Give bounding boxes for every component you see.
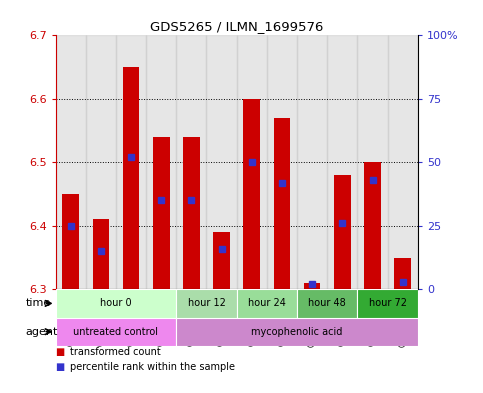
Text: hour 48: hour 48	[308, 298, 346, 309]
Bar	[237, 289, 297, 318]
Bar	[357, 289, 418, 318]
Bar	[176, 289, 237, 318]
Text: time: time	[26, 298, 51, 309]
Bar	[176, 35, 207, 289]
Bar	[123, 67, 139, 289]
Bar	[153, 137, 170, 289]
Bar	[176, 318, 418, 346]
Bar	[334, 175, 351, 289]
Bar	[267, 35, 297, 289]
Bar	[116, 35, 146, 289]
Text: agent: agent	[26, 327, 58, 337]
Bar	[56, 318, 176, 346]
Bar	[243, 99, 260, 289]
Text: mycophenolic acid: mycophenolic acid	[251, 327, 343, 337]
Bar	[56, 289, 176, 318]
Text: untreated control: untreated control	[73, 327, 158, 337]
Text: GDS5265 / ILMN_1699576: GDS5265 / ILMN_1699576	[150, 20, 323, 33]
Bar	[388, 35, 418, 289]
Bar	[395, 257, 411, 289]
Text: ■: ■	[56, 362, 65, 373]
Text: percentile rank within the sample: percentile rank within the sample	[70, 362, 235, 373]
Bar	[297, 35, 327, 289]
Bar	[237, 35, 267, 289]
Bar	[56, 35, 86, 289]
Bar	[213, 232, 230, 289]
Bar	[183, 137, 199, 289]
Bar	[304, 283, 320, 289]
Bar	[364, 162, 381, 289]
Bar	[62, 194, 79, 289]
Bar	[327, 35, 357, 289]
Bar	[274, 118, 290, 289]
Text: hour 72: hour 72	[369, 298, 407, 309]
Text: hour 12: hour 12	[187, 298, 226, 309]
Bar	[357, 35, 388, 289]
Bar	[297, 289, 357, 318]
Text: hour 0: hour 0	[100, 298, 132, 309]
Text: transformed count: transformed count	[70, 347, 161, 357]
Bar	[207, 35, 237, 289]
Bar	[146, 35, 176, 289]
Text: ■: ■	[56, 347, 65, 357]
Text: hour 24: hour 24	[248, 298, 286, 309]
Bar	[93, 219, 109, 289]
Bar	[86, 35, 116, 289]
